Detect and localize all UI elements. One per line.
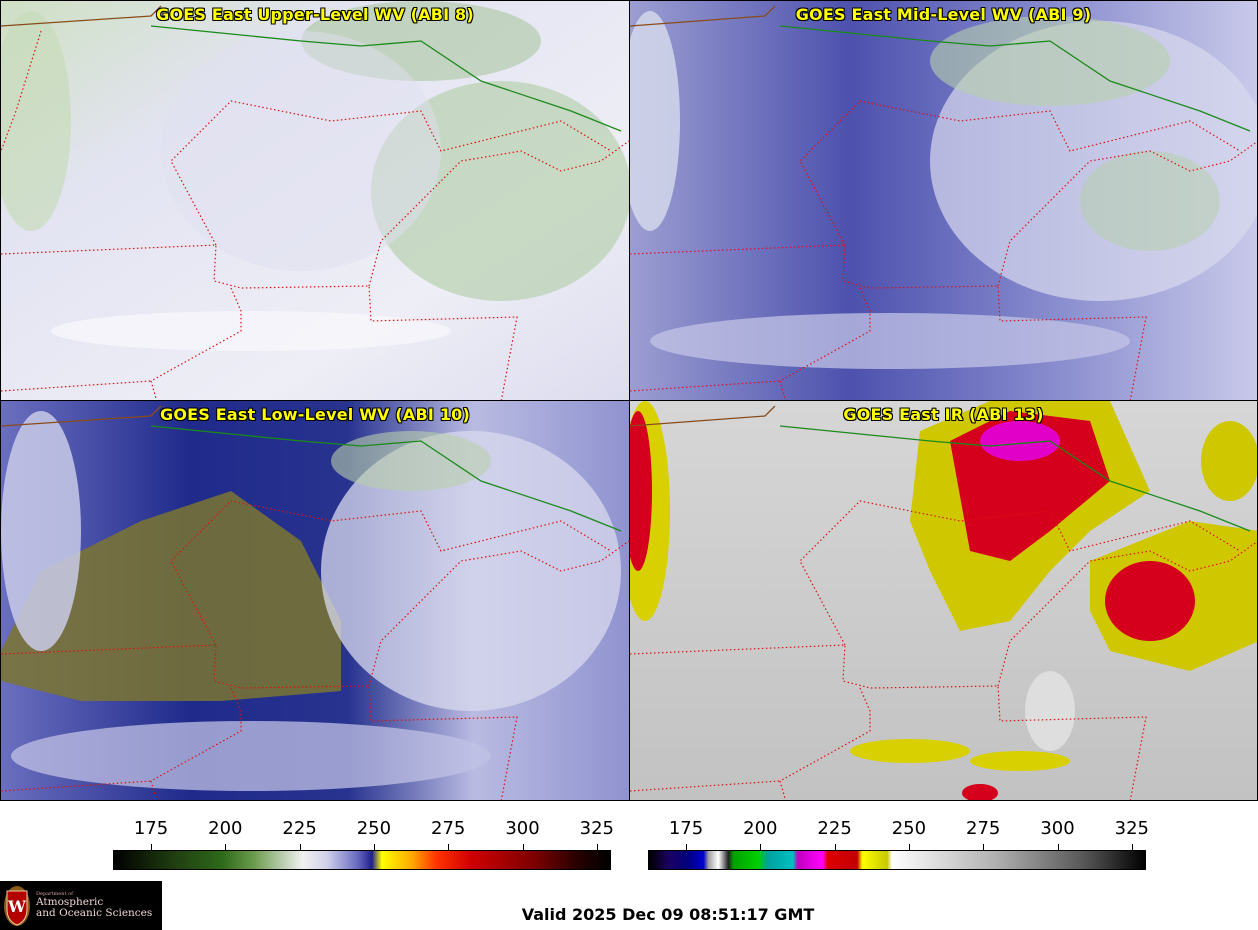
panel-ir: GOES East IR (ABI 13)	[629, 400, 1258, 801]
panel-title: GOES East IR (ABI 13)	[843, 405, 1044, 424]
upper-level-wv-image	[1, 1, 629, 400]
svg-text:W: W	[7, 897, 27, 916]
ir-tick-label: 250	[891, 818, 927, 839]
ir-colorbar: 175 200 225 250 275 300 325	[648, 818, 1149, 872]
wv-tick-mark	[373, 844, 375, 850]
mid-level-wv-image	[630, 1, 1257, 400]
wv-tick-label: 325	[579, 818, 614, 839]
wv-colorbar-strip	[113, 850, 611, 870]
wv-colorbar: 175 200 225 250 275 300 325	[113, 818, 614, 872]
low-level-wv-image	[1, 401, 629, 800]
wv-tick-mark	[151, 844, 152, 850]
wv-tick-mark	[448, 844, 450, 850]
wv-tick-mark	[522, 844, 524, 850]
ir-tick-mark	[686, 844, 687, 850]
wv-tick-label: 250	[356, 818, 392, 839]
wv-tick-mark	[596, 844, 598, 850]
uw-aos-logo: W Department of Atmospheric and Oceanic …	[0, 881, 162, 930]
ir-tick-mark	[1057, 844, 1059, 850]
wv-tick-label: 275	[431, 818, 466, 839]
ir-tick-mark	[908, 844, 910, 850]
wv-tick-label: 225	[282, 818, 317, 839]
panel-low-level-wv: GOES East Low-Level WV (ABI 10)	[0, 400, 630, 801]
ir-tick-mark	[834, 844, 836, 850]
logo-line1: Atmospheric	[36, 896, 104, 909]
wv-tick-mark	[225, 844, 227, 850]
ir-tick-mark	[760, 844, 762, 850]
ir-tick-label: 225	[817, 818, 852, 839]
wv-tick-label: 200	[208, 818, 243, 839]
panel-upper-level-wv: GOES East Upper-Level WV (ABI 8)	[0, 0, 630, 401]
ir-tick-label: 325	[1114, 818, 1149, 839]
uw-crest-icon: W	[4, 885, 30, 926]
logo-department-label: Department of	[36, 890, 73, 897]
panel-mid-level-wv: GOES East Mid-Level WV (ABI 9)	[629, 0, 1258, 401]
panel-title: GOES East Upper-Level WV (ABI 8)	[156, 5, 474, 24]
panel-title: GOES East Mid-Level WV (ABI 9)	[795, 5, 1092, 24]
valid-time-label: Valid 2025 Dec 09 08:51:17 GMT	[521, 905, 815, 924]
ir-tick-mark	[983, 844, 985, 850]
wv-tick-mark	[299, 844, 301, 850]
wv-tick-label: 300	[505, 818, 540, 839]
ir-tick-label: 175	[668, 818, 704, 839]
ir-tick-label: 275	[966, 818, 1001, 839]
ir-tick-label: 300	[1040, 818, 1075, 839]
panel-title: GOES East Low-Level WV (ABI 10)	[159, 405, 470, 424]
wv-tick-label: 175	[133, 818, 169, 839]
logo-line2: and Oceanic Sciences	[36, 907, 153, 920]
ir-tick-label: 200	[743, 818, 778, 839]
ir-tick-mark	[1131, 844, 1133, 850]
ir-colorbar-strip	[648, 850, 1146, 870]
ir-image	[630, 401, 1257, 800]
